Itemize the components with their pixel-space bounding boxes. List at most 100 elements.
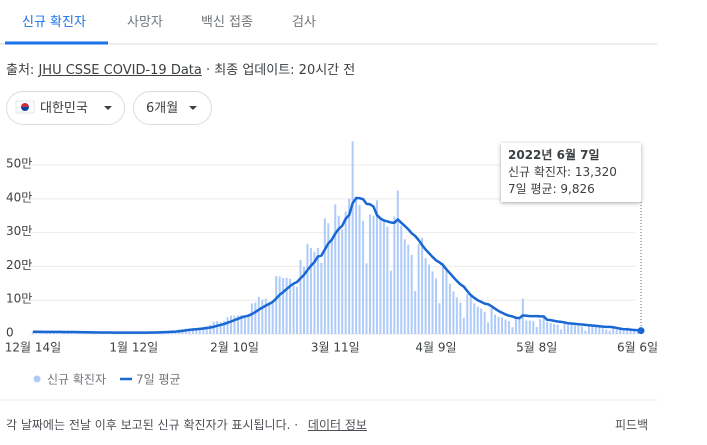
bar: [254, 302, 257, 334]
bar: [306, 243, 309, 334]
bar: [626, 327, 629, 334]
bar: [497, 316, 500, 334]
legend-label: 7일 평균: [136, 373, 181, 387]
tooltip-line: 신규 확진자: 13,320: [508, 165, 617, 179]
source-line: 출처: JHU CSSE COVID-19 Data · 최종 업데이트: 20…: [6, 59, 355, 78]
bar: [236, 315, 239, 334]
bar: [511, 327, 514, 334]
bar: [341, 229, 344, 334]
bar: [278, 276, 281, 334]
bar: [323, 218, 326, 334]
region-dropdown[interactable]: 대한민국: [6, 91, 125, 125]
footnote: 각 날짜에는 전날 이후 보고된 신규 확진자가 표시됩니다. · 데이터 정보: [6, 416, 367, 433]
bar: [421, 237, 424, 334]
bar: [247, 314, 250, 334]
bar: [466, 293, 469, 334]
bar: [330, 238, 333, 334]
bar: [480, 308, 483, 334]
bar: [275, 276, 278, 334]
bar: [577, 325, 580, 334]
y-tick-label: 20만: [6, 258, 32, 272]
y-tick-label: 40만: [6, 190, 32, 204]
tab[interactable]: 사망자: [127, 15, 163, 30]
bar: [424, 258, 427, 334]
bar: [191, 328, 194, 334]
bar: [198, 327, 201, 334]
bar: [205, 326, 208, 334]
y-tick-label: 30만: [6, 224, 32, 238]
bar: [389, 270, 392, 334]
bar: [459, 302, 462, 334]
bar: [382, 220, 385, 334]
bar: [202, 327, 205, 334]
bar: [573, 325, 576, 334]
x-tick-label: 12월 14일: [5, 341, 61, 355]
bar: [587, 325, 590, 334]
x-tick-label: 6월 6일: [617, 341, 658, 355]
bar: [608, 330, 611, 334]
bar: [570, 324, 573, 334]
bar: [410, 254, 413, 334]
bar: [337, 215, 340, 334]
data-info-link[interactable]: 데이터 정보: [307, 418, 367, 432]
bar: [285, 277, 288, 334]
feedback[interactable]: 피드백: [615, 418, 649, 432]
bar: [313, 251, 316, 334]
bar: [455, 297, 458, 334]
x-tick-label: 1월 12일: [109, 341, 158, 355]
bar: [358, 205, 361, 334]
bar: [476, 306, 479, 334]
bar: [448, 283, 451, 334]
bar: [483, 312, 486, 334]
bar: [49, 332, 52, 334]
bar: [490, 308, 493, 334]
bar: [473, 303, 476, 334]
bar: [264, 298, 267, 334]
footnote-text: 각 날짜에는 전날 이후 보고된 신규 확진자가 표시됩니다. ·: [6, 418, 299, 432]
bar: [379, 219, 382, 334]
bar: [549, 323, 552, 334]
bar: [282, 277, 285, 334]
x-tick-label: 5월 8일: [516, 341, 557, 355]
bar: [344, 211, 347, 334]
bar: [257, 296, 260, 334]
tab[interactable]: 검사: [292, 15, 316, 30]
bar: [250, 303, 253, 334]
tooltip-line: 7일 평균: 9,826: [508, 182, 595, 196]
bar: [507, 321, 510, 334]
bar: [428, 264, 431, 334]
y-tick-label: 50만: [6, 157, 32, 171]
tab[interactable]: 백신 접종: [201, 15, 253, 30]
bar: [580, 326, 583, 334]
bar: [414, 291, 417, 334]
x-tick-label: 4월 9일: [415, 341, 456, 355]
bar: [556, 324, 559, 334]
bar: [309, 248, 312, 334]
bar: [553, 324, 556, 334]
bar: [52, 332, 55, 334]
legend-label: 신규 확진자: [47, 373, 106, 387]
bar: [403, 239, 406, 334]
period-dropdown[interactable]: 6개월: [133, 91, 212, 125]
tab[interactable]: 신규 확진자: [22, 15, 86, 30]
bar: [494, 314, 497, 334]
tooltip-date: 2022년 6월 7일: [508, 148, 600, 162]
bar: [441, 262, 444, 334]
y-tick-label: 0: [6, 326, 14, 340]
source-prefix: 출처:: [6, 63, 35, 78]
source-link[interactable]: JHU CSSE COVID-19 Data: [38, 63, 202, 78]
hover-dot: [637, 327, 645, 335]
bar: [216, 320, 219, 334]
bar: [372, 215, 375, 334]
bar: [567, 323, 570, 334]
bar: [601, 328, 604, 334]
bar: [535, 327, 538, 334]
bar: [598, 327, 601, 334]
bar: [539, 319, 542, 334]
bar: [393, 216, 396, 334]
bar: [369, 214, 372, 334]
bar: [268, 301, 271, 334]
bar: [560, 329, 563, 334]
bar: [514, 316, 517, 334]
